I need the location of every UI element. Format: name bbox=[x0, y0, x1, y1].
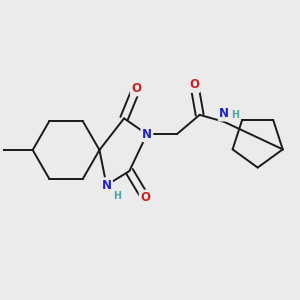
Text: H: H bbox=[231, 110, 239, 120]
Text: N: N bbox=[219, 107, 229, 120]
Text: O: O bbox=[131, 82, 141, 95]
Text: O: O bbox=[140, 191, 150, 204]
Text: N: N bbox=[142, 128, 152, 141]
Text: H: H bbox=[112, 191, 121, 201]
Text: N: N bbox=[101, 179, 112, 192]
Text: O: O bbox=[189, 79, 200, 92]
